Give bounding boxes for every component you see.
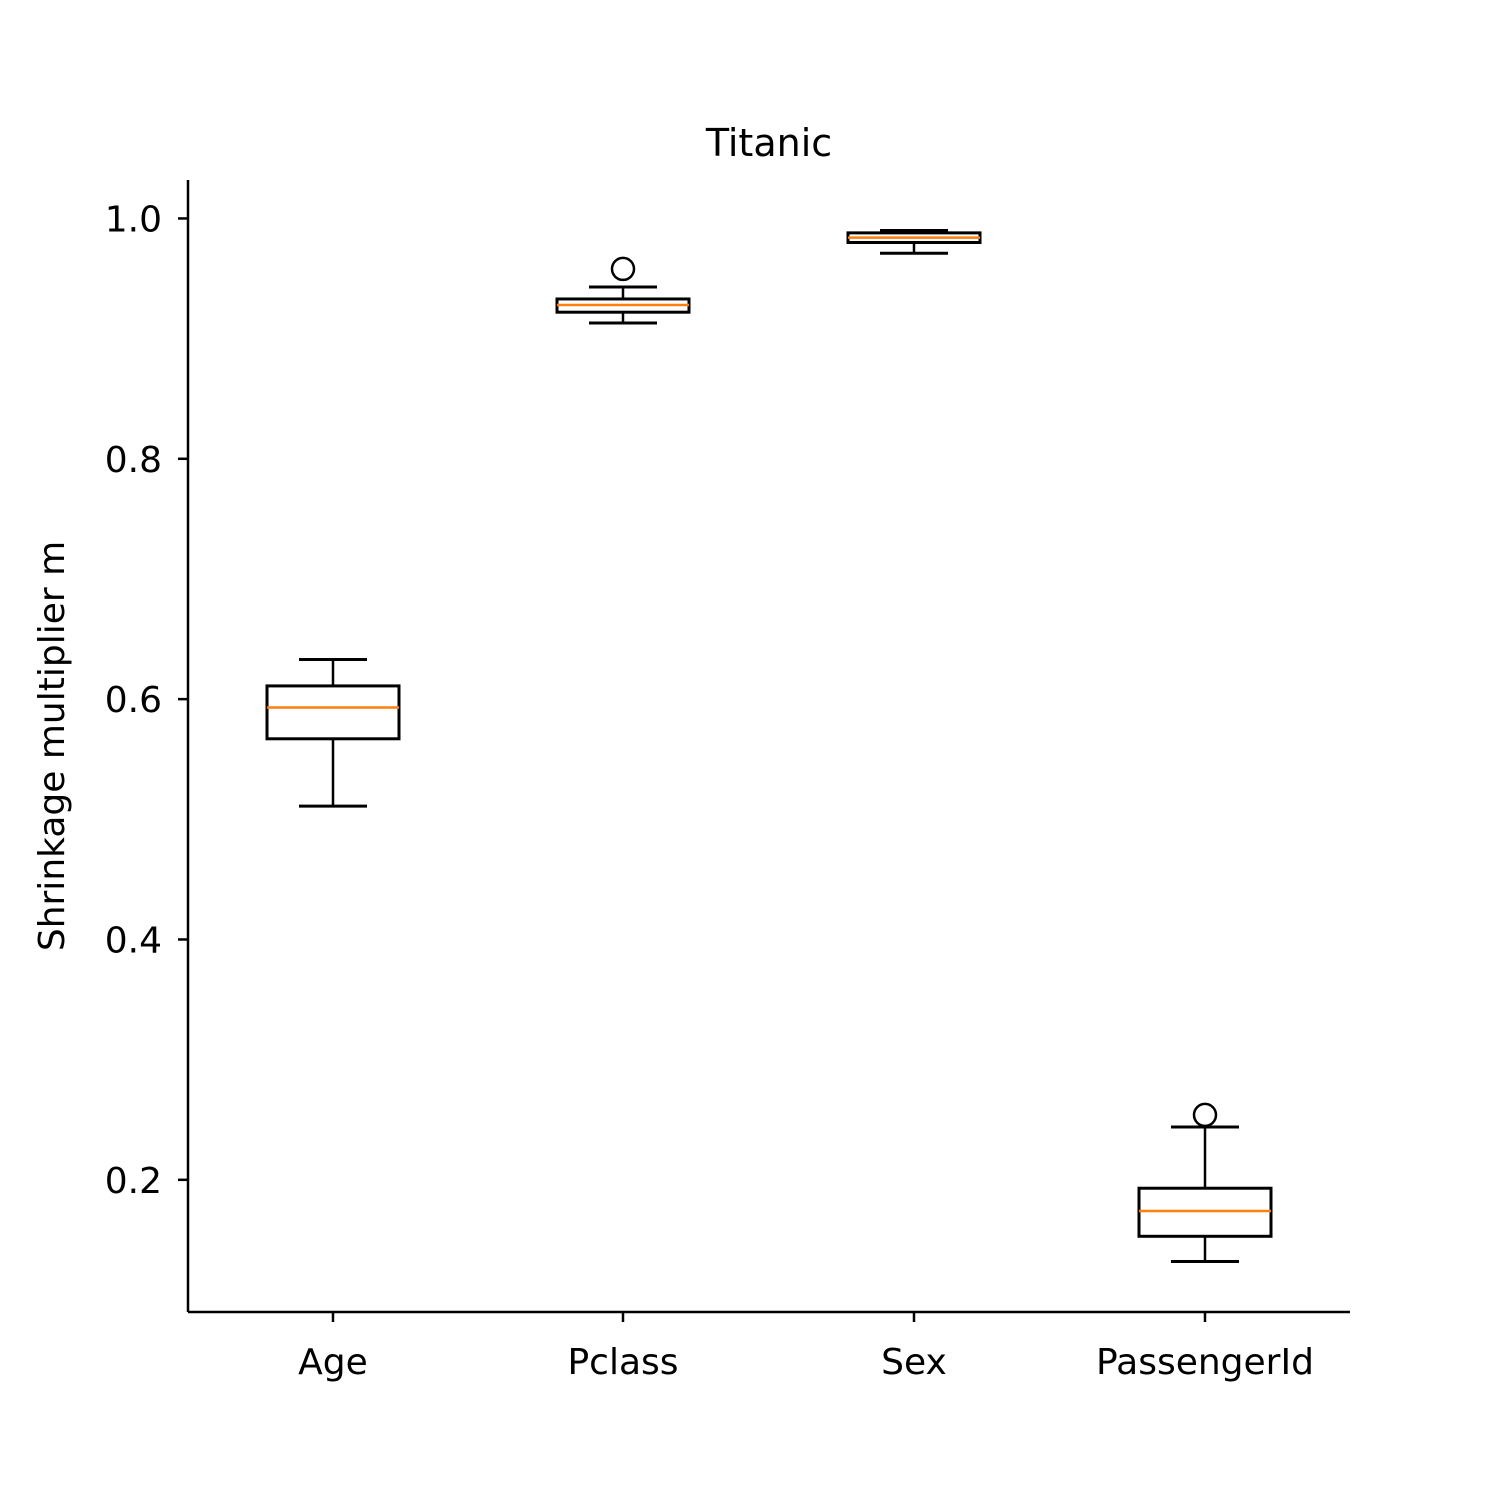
plot-area: 0.2 0.4 0.6 0.8 1.0 Age Pclass Sex PassengerId xyxy=(105,180,1350,1383)
chart-title: Titanic xyxy=(705,121,832,165)
outlier-passengerid xyxy=(1192,1102,1218,1128)
x-tick-label-age: Age xyxy=(298,1342,368,1383)
box-age xyxy=(265,684,401,741)
y-axis-label: Shrinkage multiplier m xyxy=(32,541,73,951)
y-tick-label: 0.6 xyxy=(105,680,162,721)
y-tick-label: 1.0 xyxy=(105,199,162,240)
x-tick-label-pclass: Pclass xyxy=(567,1342,678,1383)
x-tick-label-sex: Sex xyxy=(881,1342,947,1383)
x-tick-label-passengerid: PassengerId xyxy=(1096,1342,1314,1383)
y-tick-label: 0.8 xyxy=(105,440,162,481)
outlier-pclass xyxy=(610,256,636,282)
y-tick-label: 0.2 xyxy=(105,1161,162,1202)
y-tick-label: 0.4 xyxy=(105,920,162,961)
